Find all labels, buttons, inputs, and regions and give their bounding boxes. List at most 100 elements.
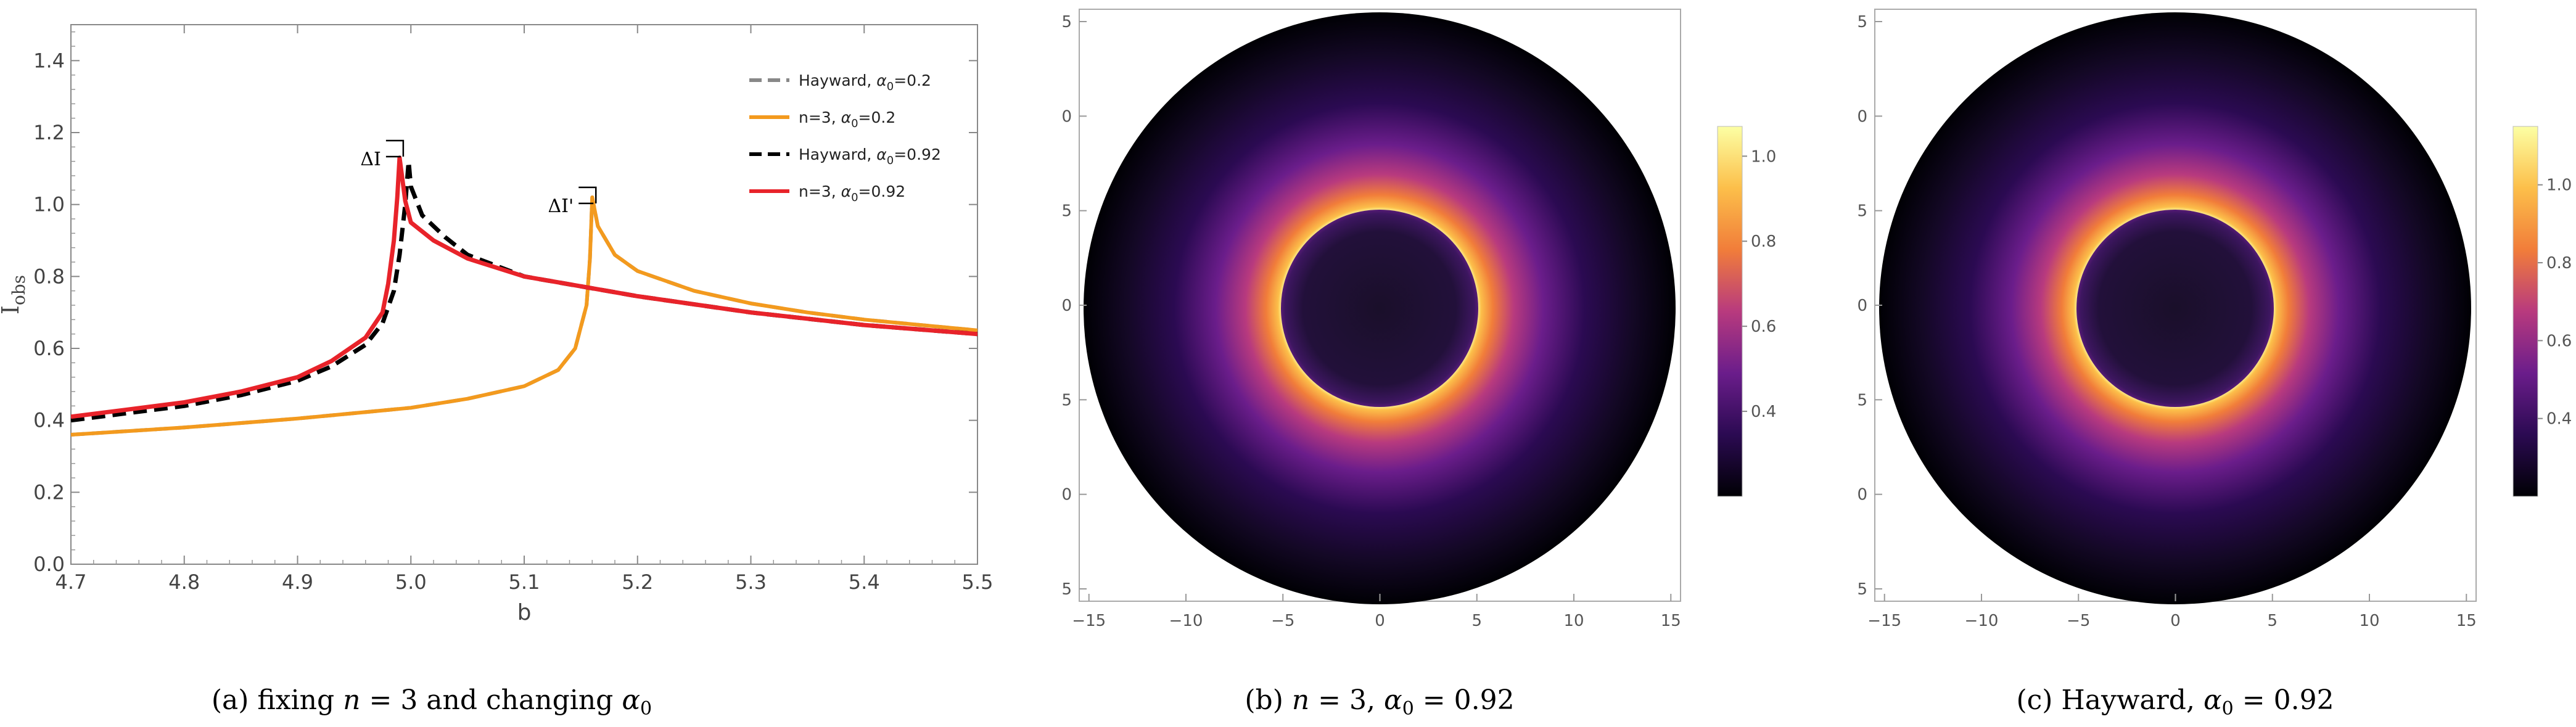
legend-sub: 0	[887, 80, 894, 93]
panel-b-heatmap: −15 −10 −5 0 5 10 15 5 0 5 0 5 0 5 1.0 0.8 0.6 0.4 (b) n…	[1061, 9, 1776, 720]
y-tick-label: 0.2	[33, 480, 65, 504]
legend-prefix: n=3,	[799, 183, 841, 200]
colorbar-tick-label: 1.0	[2546, 176, 2572, 195]
y-tick-label: 0	[1061, 107, 1072, 126]
y-tick-label: 5	[1857, 202, 1867, 221]
caption-a: (a) fixing n = 3 and changing α0	[212, 684, 652, 720]
shadow-c	[2076, 210, 2274, 407]
colorbar-tick-label: 0.4	[2546, 410, 2572, 429]
x-tick-label: 4.9	[282, 570, 313, 594]
legend-prefix: Hayward,	[799, 72, 876, 89]
annotation-delta-i-label: ΔI	[360, 149, 381, 170]
legend-alpha: α	[876, 146, 887, 163]
annotation-delta-i-prime-label: ΔI'	[548, 195, 574, 217]
x-tick-label: 5.2	[622, 570, 653, 594]
legend-sub: 0	[851, 117, 858, 130]
x-axis-label: b	[517, 600, 532, 625]
y-tick-label: 0	[1857, 107, 1867, 126]
y-tick-label: 0	[1857, 486, 1867, 504]
x-tick-label: 4.7	[56, 570, 87, 594]
caption-b: (b) n = 3, α0 = 0.92	[1245, 684, 1514, 720]
y-tick-label: 0	[1061, 486, 1072, 504]
colorbar-tick-label: 0.4	[1751, 403, 1776, 421]
legend-label-2: n=3, α0=0.2	[799, 109, 895, 130]
y-axis-label: Iobs	[0, 275, 29, 314]
shadow-b	[1281, 210, 1478, 407]
y-tick-label: 0	[1857, 297, 1867, 315]
x-tick-label: 5.0	[395, 570, 427, 594]
x-tick-label: 10	[1563, 612, 1584, 630]
colorbar-tick-label: 0.6	[1751, 318, 1776, 336]
legend-alpha: α	[876, 72, 887, 89]
legend-sub: 0	[851, 191, 858, 204]
colorbar-b-ticks: 1.0 0.8 0.6 0.4	[1742, 147, 1776, 421]
panel-c-heatmap: −15 −10 −5 0 5 10 15 5 0 5 0 5 0 5 1.0 0.8 0.6 0.4 (c) H…	[1857, 9, 2572, 720]
plot-a-ticks: 4.7 4.8 4.9 5.0 5.1 5.2 5.3 5.4 5.5 0.0 0.2 0.4 0.6 0…	[33, 25, 993, 594]
plot-a-series	[71, 155, 977, 437]
legend-label-3: Hayward, α0=0.92	[799, 146, 941, 167]
y-tick-label: 1.2	[33, 121, 65, 144]
annotation-delta-i: ΔI	[360, 139, 405, 170]
x-tick-label: 5.1	[509, 570, 540, 594]
annotation-delta-i-bracket	[385, 139, 405, 158]
series-line-4	[71, 155, 977, 419]
x-tick-label: 5	[2267, 612, 2278, 630]
colorbar-b	[1717, 126, 1743, 497]
colorbar-tick-label: 0.8	[2546, 254, 2572, 273]
y-tick-label: 1.0	[33, 193, 65, 216]
x-tick-label: 5.5	[962, 570, 994, 594]
legend-alpha: α	[841, 109, 852, 126]
y-tick-label: 0	[1061, 297, 1072, 315]
legend-value: =0.92	[894, 146, 941, 163]
legend-alpha: α	[841, 183, 852, 200]
series-line-3	[71, 159, 977, 423]
y-tick-label: 5	[1857, 391, 1867, 409]
plot-b-ticks: −15 −10 −5 0 5 10 15 5 0 5 0 5 0 5	[1061, 13, 1681, 630]
x-tick-label: −15	[1072, 612, 1106, 630]
caption-c: (c) Hayward, α0 = 0.92	[2016, 684, 2334, 720]
x-tick-label: −10	[1965, 612, 1999, 630]
y-tick-label: 5	[1857, 13, 1867, 31]
x-tick-label: −5	[1271, 612, 1294, 630]
y-tick-label: 0.0	[33, 552, 65, 576]
x-tick-label: −15	[1867, 612, 1901, 630]
panel-a-line-chart: 4.7 4.8 4.9 5.0 5.1 5.2 5.3 5.4 5.5 0.0 0.2 0.4 0.6 0…	[0, 24, 993, 720]
x-tick-label: 5.4	[849, 570, 880, 594]
x-tick-label: 4.8	[168, 570, 200, 594]
legend-prefix: n=3,	[799, 109, 841, 126]
x-tick-label: −5	[2067, 612, 2090, 630]
x-tick-label: 5.3	[735, 570, 767, 594]
y-tick-label: 0.8	[33, 265, 65, 288]
colorbar-c	[2512, 126, 2538, 497]
legend-value: =0.92	[858, 183, 906, 200]
legend-prefix: Hayward,	[799, 146, 876, 163]
x-tick-label: 15	[1661, 612, 1681, 630]
colorbar-tick-label: 0.8	[1751, 232, 1776, 251]
x-tick-label: 10	[2359, 612, 2379, 630]
y-tick-label: 0.6	[33, 337, 65, 360]
y-tick-label: 5	[1061, 391, 1072, 409]
x-tick-label: 0	[1375, 612, 1385, 630]
y-tick-label: 5	[1857, 580, 1867, 599]
series-line-2	[71, 195, 977, 437]
x-tick-label: 5	[1471, 612, 1482, 630]
legend-value: =0.2	[894, 72, 931, 89]
x-tick-label: 0	[2170, 612, 2181, 630]
y-tick-label: 5	[1061, 580, 1072, 599]
legend-label-4: n=3, α0=0.92	[799, 183, 905, 204]
colorbar-tick-label: 0.6	[2546, 332, 2572, 350]
x-tick-label: −10	[1169, 612, 1203, 630]
annotation-delta-i-prime-bracket	[578, 186, 597, 205]
legend-label-1: Hayward, α0=0.2	[799, 72, 931, 93]
y-tick-label: 1.4	[33, 49, 65, 72]
y-tick-label: 0.4	[33, 409, 65, 432]
annotation-delta-i-prime: ΔI'	[548, 186, 597, 217]
colorbar-tick-label: 1.0	[1751, 147, 1776, 166]
y-tick-label: 5	[1061, 202, 1072, 221]
y-tick-label: 5	[1061, 13, 1072, 31]
plot-c-ticks: −15 −10 −5 0 5 10 15 5 0 5 0 5 0 5	[1857, 13, 2476, 630]
colorbar-c-ticks: 1.0 0.8 0.6 0.4	[2538, 176, 2572, 429]
legend-sub: 0	[887, 154, 894, 167]
